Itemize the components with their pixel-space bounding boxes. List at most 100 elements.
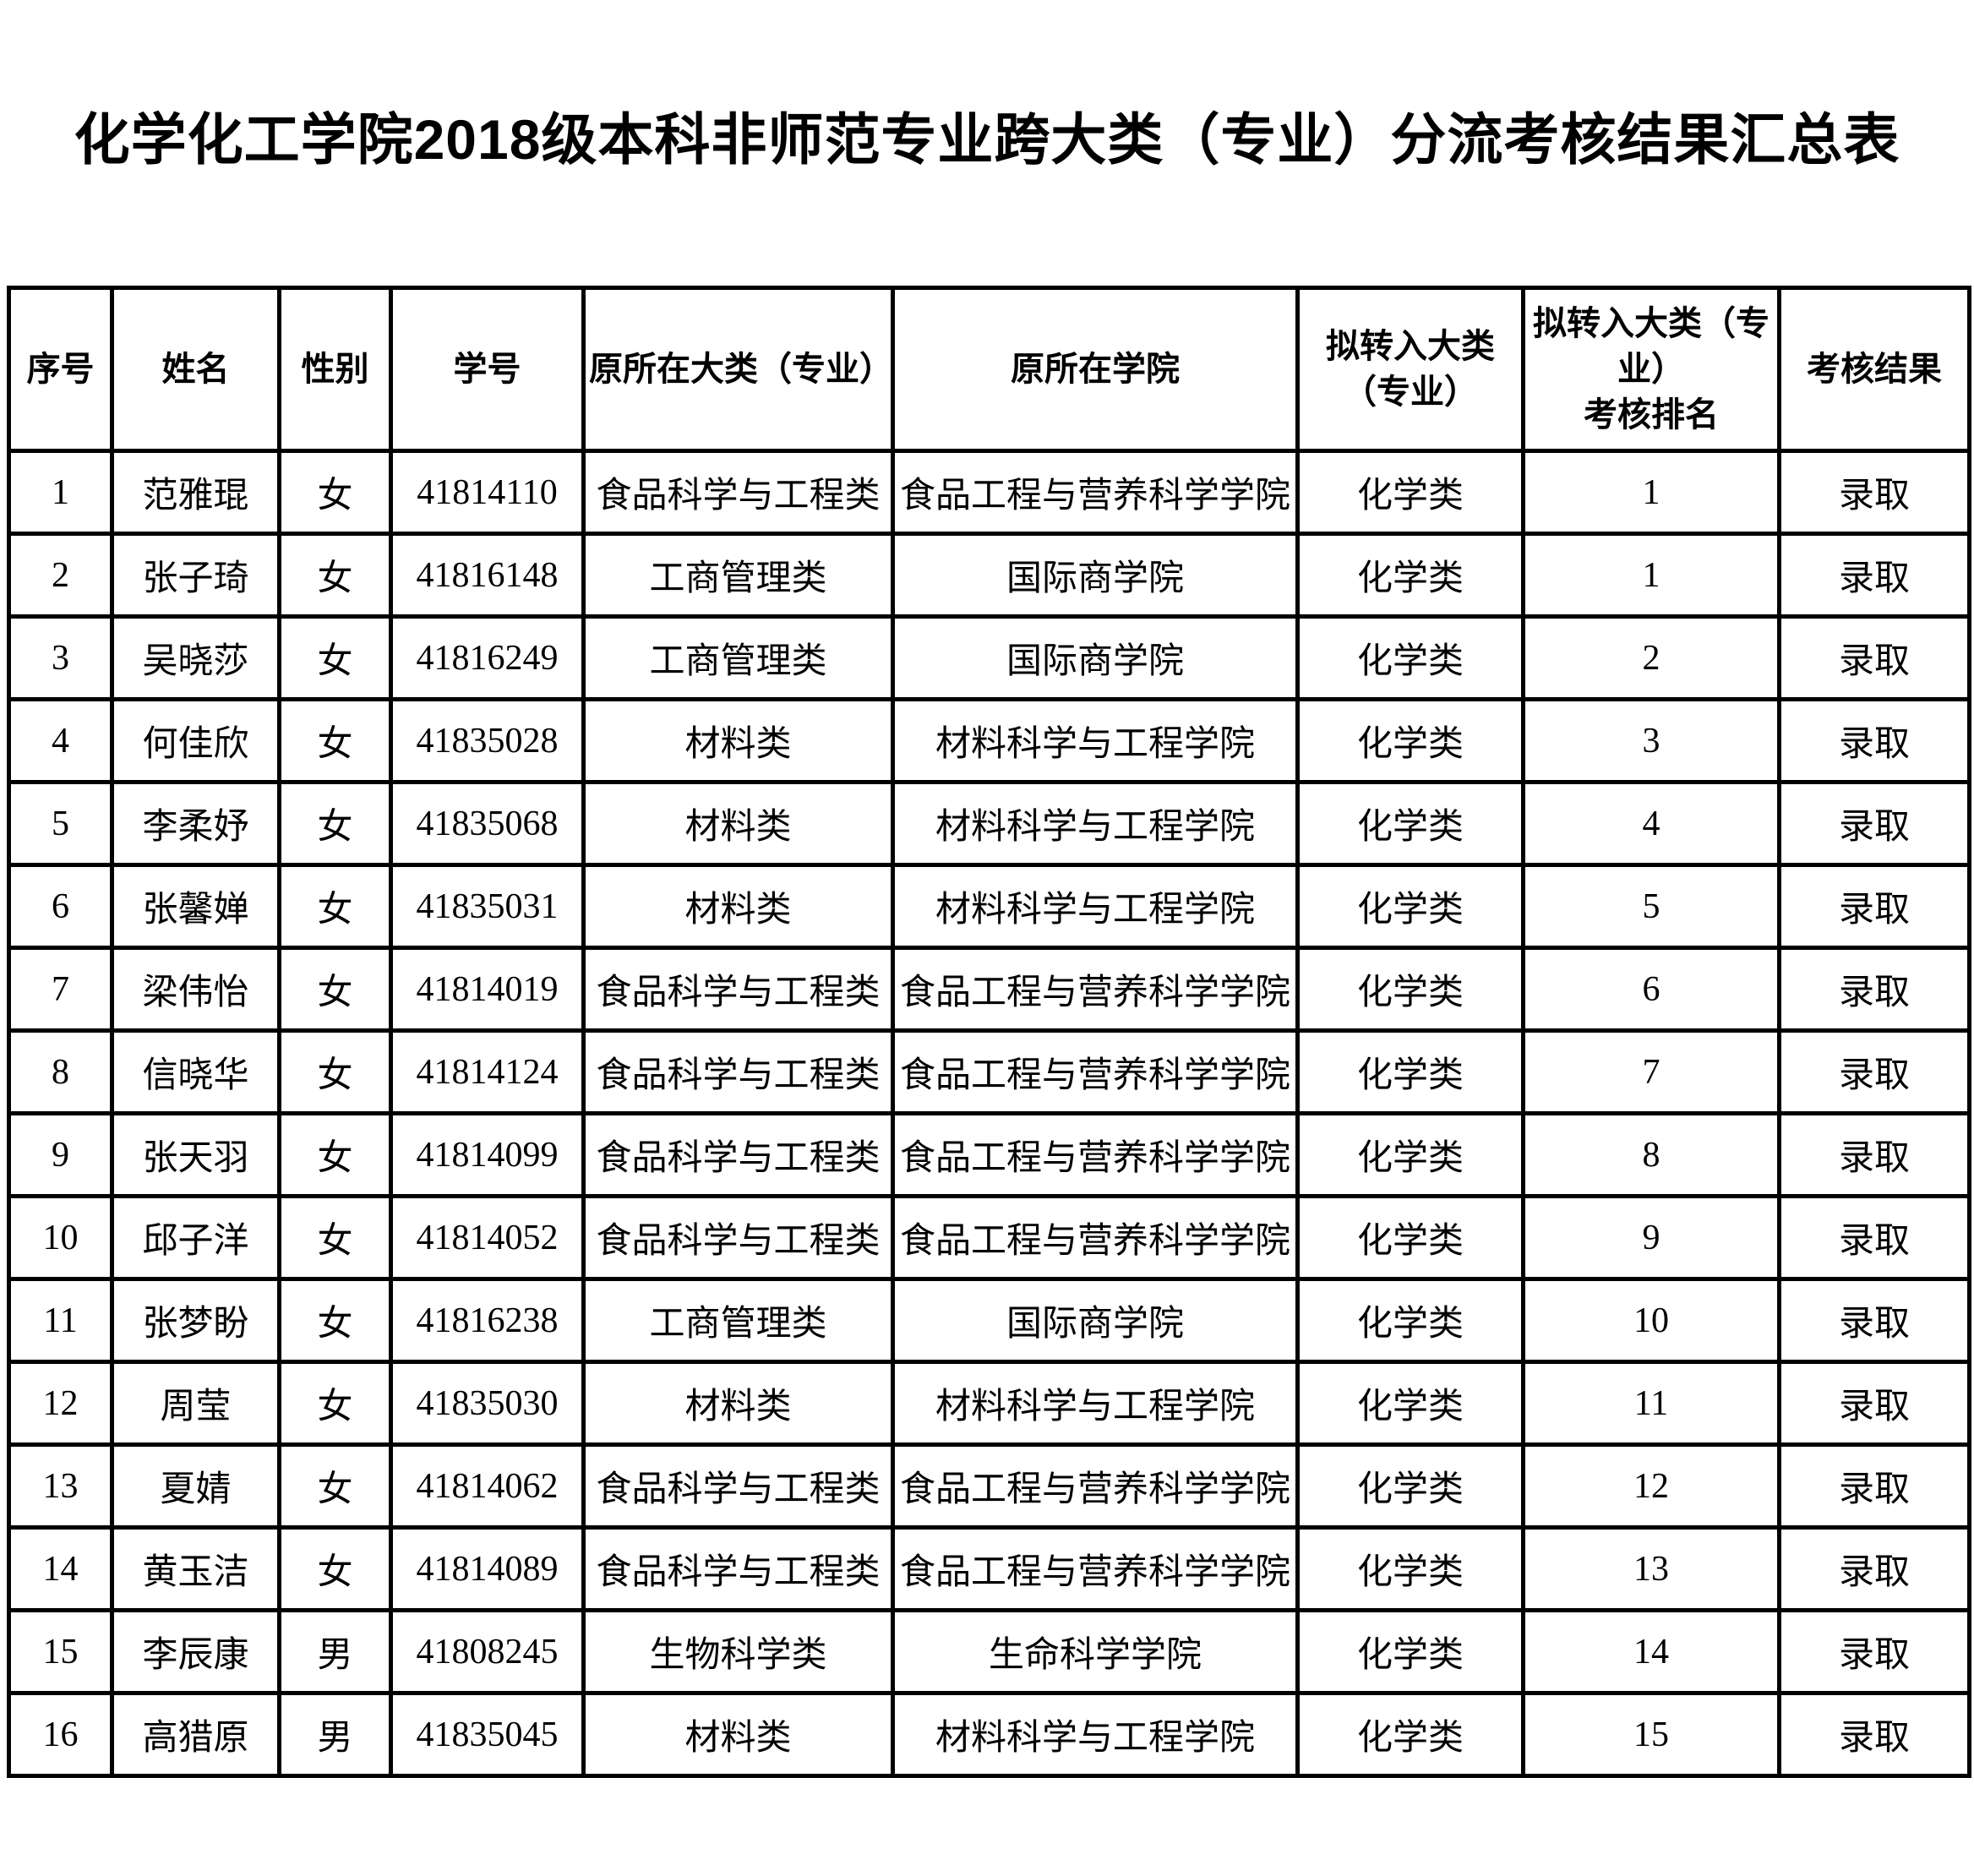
table-row: 9 张天羽女 41814099 食品科学与工程类 食品工程与营养科学学院 化学类 8 录取 (7, 1111, 1971, 1198)
table-row: 10 邱子洋女 41814052 食品科学与工程类 食品工程与营养科学学院 化学类 9 录取 (7, 1194, 1971, 1281)
table-row: 14 黄玉洁女 41814089 食品科学与工程类 食品工程与营养科学学院 化学类 13 录取 (7, 1525, 1971, 1612)
column-header-orig_college: 原所在学院 (891, 286, 1300, 453)
cell-target_rank: 1 (1521, 449, 1781, 536)
cell-name: 张子琦 (110, 532, 281, 619)
table-row: 1 范雅琨女 41814110 食品科学与工程类 食品工程与营养科学学院 化学类 1 录取 (7, 449, 1971, 536)
cell-gender: 女 (277, 697, 393, 784)
cell-name: 夏婧 (110, 1442, 281, 1530)
cell-target_category: 化学类 (1295, 697, 1525, 784)
table-row: 13 夏婧女 41814062 食品科学与工程类 食品工程与营养科学学院 化学类 12 录取 (7, 1442, 1971, 1530)
cell-result: 录取 (1777, 1360, 1971, 1447)
cell-student_id: 41814062 (389, 1442, 586, 1530)
cell-orig_college: 材料科学与工程学院 (891, 1691, 1300, 1778)
cell-target_rank: 13 (1521, 1525, 1781, 1612)
cell-orig_category: 食品科学与工程类 (581, 1111, 895, 1198)
cell-orig_college: 国际商学院 (891, 1277, 1300, 1364)
cell-name: 梁伟怡 (110, 946, 281, 1033)
cell-target_category: 化学类 (1295, 863, 1525, 950)
cell-gender: 女 (277, 1277, 393, 1364)
column-header-gender: 性别 (277, 286, 393, 453)
cell-student_id: 41835045 (389, 1691, 586, 1778)
assessment-result-table: 序号 姓名 性别 学号 原所在大类（专业） 原所在学院 拟转入大类 （专业） 拟转入大类（专业… (7, 286, 1971, 1778)
cell-orig_college: 食品工程与营养科学学院 (891, 1525, 1300, 1612)
cell-orig_category: 食品科学与工程类 (581, 1525, 895, 1612)
cell-result: 录取 (1777, 1691, 1971, 1778)
cell-gender: 男 (277, 1608, 393, 1695)
cell-result: 录取 (1777, 1028, 1971, 1115)
cell-student_id: 41814099 (389, 1111, 586, 1198)
table-row: 16 高猎原男 41835045 材料类 材料科学与工程学院 化学类 15 录取 (7, 1691, 1971, 1778)
cell-orig_category: 生物科学类 (581, 1608, 895, 1695)
cell-orig_college: 食品工程与营养科学学院 (891, 1194, 1300, 1281)
table-row: 2 张子琦女 41816148 工商管理类 国际商学院 化学类 1 录取 (7, 532, 1971, 619)
table-body: 1 范雅琨女 41814110 食品科学与工程类 食品工程与营养科学学院 化学类 1 录取 2 张… (7, 449, 1971, 1778)
cell-target_category: 化学类 (1295, 1360, 1525, 1447)
table-header: 序号 姓名 性别 学号 原所在大类（专业） 原所在学院 拟转入大类 （专业） 拟转入大类（专业… (7, 286, 1971, 453)
cell-student_id: 41808245 (389, 1608, 586, 1695)
table-header-row: 序号 姓名 性别 学号 原所在大类（专业） 原所在学院 拟转入大类 （专业） 拟转入大类（专业… (7, 286, 1971, 453)
cell-name: 张梦盼 (110, 1277, 281, 1364)
cell-gender: 男 (277, 1691, 393, 1778)
cell-target_category: 化学类 (1295, 780, 1525, 867)
cell-result: 录取 (1777, 1608, 1971, 1695)
cell-orig_category: 食品科学与工程类 (581, 1442, 895, 1530)
column-header-result: 考核结果 (1777, 286, 1971, 453)
cell-gender: 女 (277, 1360, 393, 1447)
cell-target_category: 化学类 (1295, 1442, 1525, 1530)
cell-result: 录取 (1777, 532, 1971, 619)
cell-orig_college: 国际商学院 (891, 532, 1300, 619)
table-row: 15 李辰康男 41808245 生物科学类 生命科学学院 化学类 14 录取 (7, 1608, 1971, 1695)
cell-name: 李辰康 (110, 1608, 281, 1695)
table-row: 12 周莹女 41835030 材料类 材料科学与工程学院 化学类 11 录取 (7, 1360, 1971, 1447)
cell-target_category: 化学类 (1295, 449, 1525, 536)
table-row: 5 李柔妤女 41835068 材料类 材料科学与工程学院 化学类 4 录取 (7, 780, 1971, 867)
cell-name: 周莹 (110, 1360, 281, 1447)
cell-index: 16 (7, 1691, 114, 1778)
cell-name: 邱子洋 (110, 1194, 281, 1281)
cell-target_category: 化学类 (1295, 1277, 1525, 1364)
cell-student_id: 41835028 (389, 697, 586, 784)
cell-name: 黄玉洁 (110, 1525, 281, 1612)
cell-gender: 女 (277, 1442, 393, 1530)
cell-orig_category: 工商管理类 (581, 614, 895, 701)
table-row: 3 吴晓莎女 41816249 工商管理类 国际商学院 化学类 2 录取 (7, 614, 1971, 701)
cell-orig_category: 材料类 (581, 697, 895, 784)
cell-index: 10 (7, 1194, 114, 1281)
cell-target_rank: 6 (1521, 946, 1781, 1033)
cell-target_rank: 7 (1521, 1028, 1781, 1115)
cell-result: 录取 (1777, 1442, 1971, 1530)
cell-index: 2 (7, 532, 114, 619)
cell-gender: 女 (277, 1028, 393, 1115)
cell-index: 4 (7, 697, 114, 784)
cell-student_id: 41835031 (389, 863, 586, 950)
cell-name: 吴晓莎 (110, 614, 281, 701)
cell-target_category: 化学类 (1295, 1525, 1525, 1612)
cell-index: 7 (7, 946, 114, 1033)
cell-result: 录取 (1777, 449, 1971, 536)
cell-orig_college: 食品工程与营养科学学院 (891, 1028, 1300, 1115)
cell-target_category: 化学类 (1295, 614, 1525, 701)
cell-gender: 女 (277, 614, 393, 701)
column-header-target_rank: 拟转入大类（专业） 考核排名 (1521, 286, 1781, 453)
cell-target_rank: 1 (1521, 532, 1781, 619)
cell-student_id: 41814089 (389, 1525, 586, 1612)
cell-orig_college: 食品工程与营养科学学院 (891, 1442, 1300, 1530)
cell-student_id: 41814110 (389, 449, 586, 536)
cell-target_category: 化学类 (1295, 1028, 1525, 1115)
cell-target_rank: 2 (1521, 614, 1781, 701)
cell-orig_category: 工商管理类 (581, 532, 895, 619)
cell-result: 录取 (1777, 1277, 1971, 1364)
cell-target_rank: 5 (1521, 863, 1781, 950)
cell-student_id: 41816148 (389, 532, 586, 619)
cell-gender: 女 (277, 946, 393, 1033)
cell-target_rank: 14 (1521, 1608, 1781, 1695)
cell-result: 录取 (1777, 1111, 1971, 1198)
cell-orig_category: 材料类 (581, 863, 895, 950)
cell-target_category: 化学类 (1295, 1691, 1525, 1778)
cell-name: 张天羽 (110, 1111, 281, 1198)
cell-target_category: 化学类 (1295, 1194, 1525, 1281)
cell-orig_college: 材料科学与工程学院 (891, 1360, 1300, 1447)
cell-index: 5 (7, 780, 114, 867)
cell-orig_college: 食品工程与营养科学学院 (891, 449, 1300, 536)
cell-orig_college: 材料科学与工程学院 (891, 780, 1300, 867)
